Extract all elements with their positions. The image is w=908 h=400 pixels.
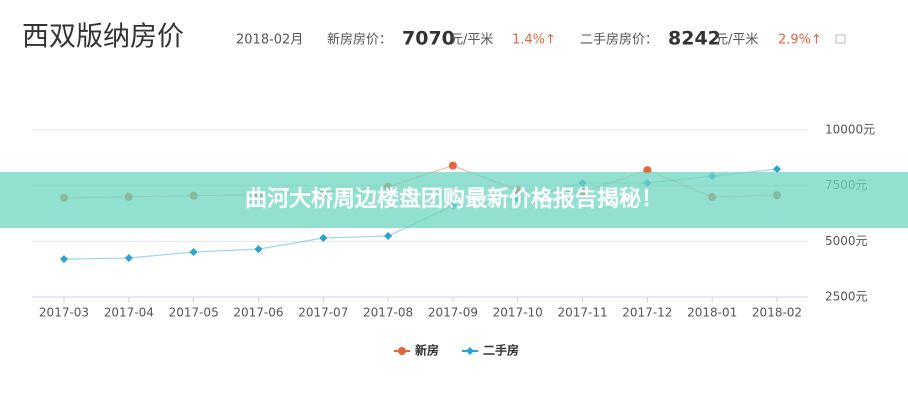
used-unit: 元/平米 bbox=[715, 33, 758, 48]
x-tick-label: 2017-03 bbox=[39, 306, 89, 320]
legend-label: 新房 bbox=[415, 343, 439, 358]
x-tick-label: 2017-06 bbox=[233, 306, 283, 320]
x-tick-label: 2017-10 bbox=[493, 306, 543, 320]
point bbox=[773, 165, 781, 174]
period: 2018-02月 bbox=[236, 33, 303, 48]
legend-marker bbox=[398, 347, 406, 355]
x-tick-label: 2018-02 bbox=[752, 306, 802, 320]
point bbox=[60, 255, 68, 264]
new-unit: 元/平米 bbox=[450, 33, 493, 48]
new-label: 新房房价： bbox=[327, 32, 392, 48]
y-tick-label: 2500元 bbox=[825, 290, 868, 304]
point bbox=[254, 245, 263, 254]
y-tick-label: 10000元 bbox=[825, 123, 875, 137]
legend-label: 二手房 bbox=[483, 343, 519, 358]
new-price: 7070 bbox=[402, 28, 455, 50]
x-tick-label: 2017-07 bbox=[298, 306, 348, 320]
new-change: 1.4%↑ bbox=[512, 33, 556, 48]
icon[interactable] bbox=[835, 34, 846, 44]
used-label: 二手房房价： bbox=[580, 32, 658, 48]
legend-marker bbox=[466, 347, 474, 355]
point bbox=[124, 254, 133, 263]
x-tick-label: 2017-08 bbox=[363, 306, 413, 320]
x-tick-label: 2017-05 bbox=[169, 306, 219, 320]
point bbox=[448, 161, 457, 170]
page-title: 西双版纳房价 bbox=[22, 22, 184, 53]
y-tick-label: 5000元 bbox=[825, 234, 868, 248]
x-tick-label: 2017-12 bbox=[622, 306, 672, 320]
x-tick-label: 2017-09 bbox=[428, 306, 478, 320]
x-tick-label: 2017-04 bbox=[104, 306, 154, 320]
used-price: 8242 bbox=[668, 28, 721, 50]
banner-text: 曲河大桥周边楼盘团购最新价格报告揭秘！ bbox=[244, 187, 663, 212]
point bbox=[384, 231, 393, 240]
x-tick-label: 2018-01 bbox=[687, 306, 737, 320]
used-change: 2.9%↑ bbox=[778, 33, 822, 48]
x-tick-label: 2017-11 bbox=[557, 306, 607, 320]
point bbox=[319, 233, 328, 242]
point bbox=[189, 248, 198, 257]
banner bbox=[0, 172, 908, 228]
